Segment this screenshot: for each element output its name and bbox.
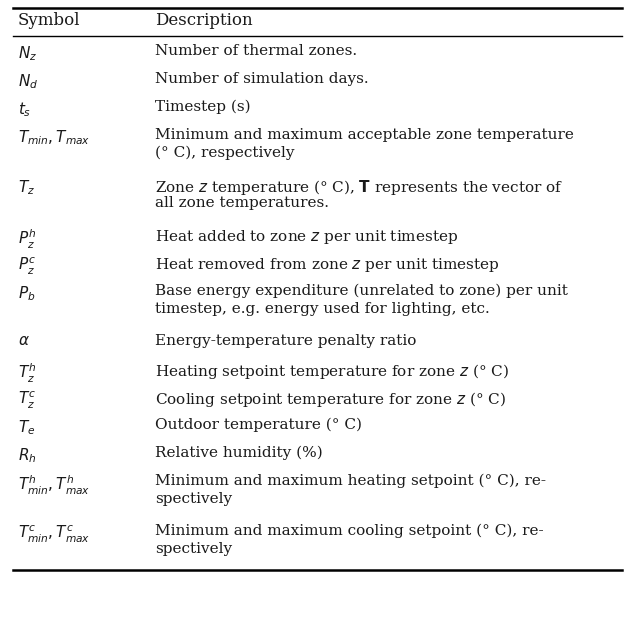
Text: $T_e$: $T_e$ (18, 418, 35, 436)
Text: $T_{min}, T_{max}$: $T_{min}, T_{max}$ (18, 128, 90, 147)
Text: $t_s$: $t_s$ (18, 100, 31, 118)
Text: Timestep (s): Timestep (s) (155, 100, 251, 115)
Text: Description: Description (155, 12, 253, 29)
Text: Relative humidity (%): Relative humidity (%) (155, 446, 323, 461)
Text: Cooling setpoint temperature for zone $z$ (° C): Cooling setpoint temperature for zone $z… (155, 390, 506, 409)
Text: spectively: spectively (155, 492, 232, 506)
Text: $N_d$: $N_d$ (18, 72, 38, 91)
Text: $T_z^h$: $T_z^h$ (18, 362, 36, 385)
Text: Symbol: Symbol (18, 12, 81, 29)
Text: $N_z$: $N_z$ (18, 44, 37, 63)
Text: Minimum and maximum heating setpoint (° C), re-: Minimum and maximum heating setpoint (° … (155, 474, 546, 489)
Text: Zone $z$ temperature (° C), $\mathbf{T}$ represents the vector of: Zone $z$ temperature (° C), $\mathbf{T}$… (155, 178, 563, 197)
Text: $\alpha$: $\alpha$ (18, 334, 30, 348)
Text: $P_z^h$: $P_z^h$ (18, 228, 36, 251)
Text: timestep, e.g. energy used for lighting, etc.: timestep, e.g. energy used for lighting,… (155, 302, 490, 316)
Text: Heat removed from zone $z$ per unit timestep: Heat removed from zone $z$ per unit time… (155, 256, 500, 274)
Text: $T_{min}^c, T_{max}^c$: $T_{min}^c, T_{max}^c$ (18, 524, 90, 545)
Text: all zone temperatures.: all zone temperatures. (155, 196, 329, 210)
Text: Energy-temperature penalty ratio: Energy-temperature penalty ratio (155, 334, 417, 348)
Text: Number of thermal zones.: Number of thermal zones. (155, 44, 357, 58)
Text: Heating setpoint temperature for zone $z$ (° C): Heating setpoint temperature for zone $z… (155, 362, 509, 381)
Text: $P_z^c$: $P_z^c$ (18, 256, 36, 277)
Text: Minimum and maximum acceptable zone temperature: Minimum and maximum acceptable zone temp… (155, 128, 574, 142)
Text: Minimum and maximum cooling setpoint (° C), re-: Minimum and maximum cooling setpoint (° … (155, 524, 543, 538)
Text: $T_z^c$: $T_z^c$ (18, 390, 36, 411)
Text: Base energy expenditure (unrelated to zone) per unit: Base energy expenditure (unrelated to zo… (155, 284, 568, 298)
Text: (° C), respectively: (° C), respectively (155, 146, 294, 161)
Text: $T_{min}^h, T_{max}^h$: $T_{min}^h, T_{max}^h$ (18, 474, 90, 497)
Text: $T_z$: $T_z$ (18, 178, 35, 197)
Text: Outdoor temperature (° C): Outdoor temperature (° C) (155, 418, 362, 432)
Text: $R_h$: $R_h$ (18, 446, 36, 465)
Text: Number of simulation days.: Number of simulation days. (155, 72, 369, 86)
Text: spectively: spectively (155, 542, 232, 556)
Text: $P_b$: $P_b$ (18, 284, 35, 303)
Text: Heat added to zone $z$ per unit timestep: Heat added to zone $z$ per unit timestep (155, 228, 458, 246)
